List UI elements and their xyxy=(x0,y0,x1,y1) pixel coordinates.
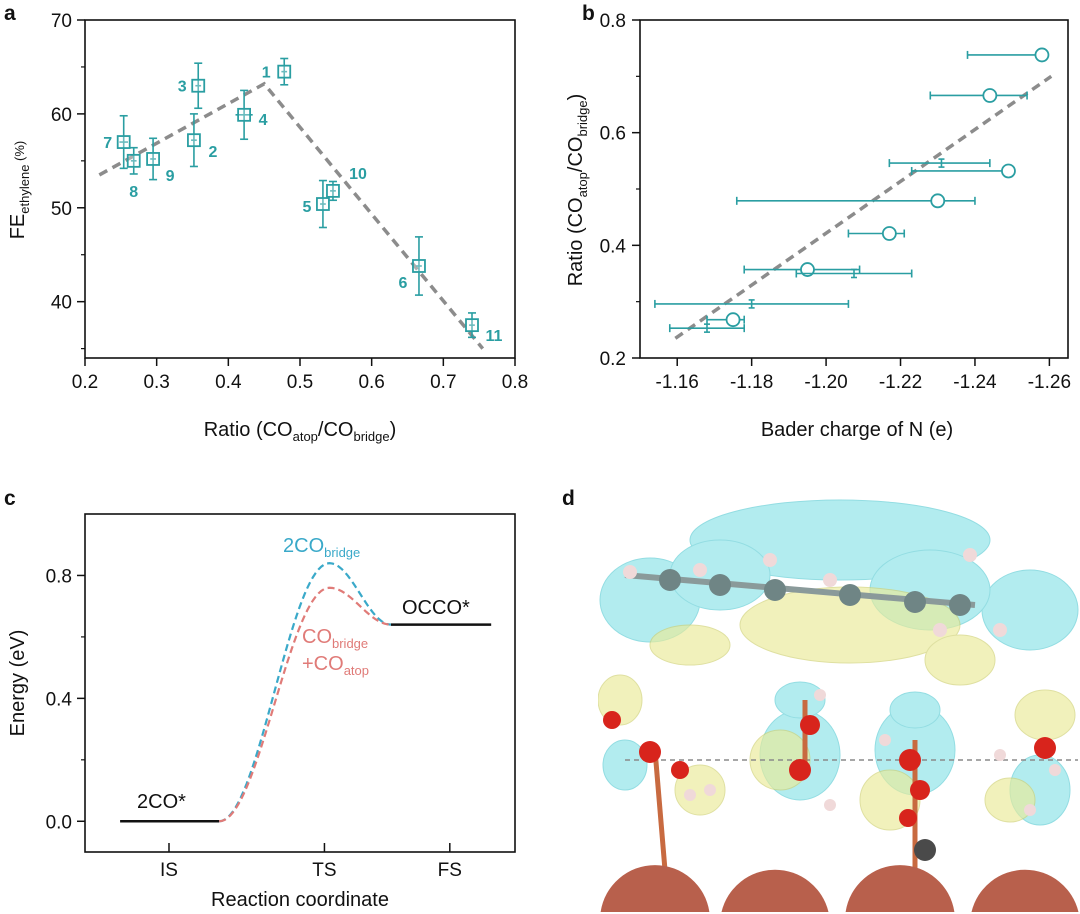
x-tick-label-b: -1.20 xyxy=(804,372,847,393)
data-point xyxy=(277,64,292,79)
data-point xyxy=(412,259,426,273)
chart-b: Bader charge of N (e) Ratio (COatop/CObr… xyxy=(565,11,1071,441)
data-point xyxy=(116,135,131,149)
series-label-mixed-1: CObridge xyxy=(302,626,368,651)
series-label-mixed-2: +COatop xyxy=(302,653,369,678)
y-tick-label-c: 0.8 xyxy=(46,566,72,587)
y-tick-label-b: 0.6 xyxy=(600,124,626,145)
y-tick-label-c: 0.4 xyxy=(46,689,73,710)
y-tick-label-b: 0.4 xyxy=(600,236,627,257)
y-axis-label-a: FEethylene (%) xyxy=(7,141,32,240)
data-point xyxy=(1034,47,1050,63)
molecule-atoms xyxy=(603,548,1078,871)
plot-frame-b xyxy=(639,19,1069,359)
panel-label-c: c xyxy=(4,487,16,510)
path-2co-bridge xyxy=(218,562,392,823)
y-tick-label-c: 0.0 xyxy=(46,812,72,833)
panel-label-b: b xyxy=(582,2,595,25)
x-tick-label-a: 0.2 xyxy=(72,372,98,393)
point-label: 7 xyxy=(103,135,112,152)
plot-frame-c xyxy=(84,513,516,853)
data-point xyxy=(191,78,206,93)
x-tick-label-a: 0.3 xyxy=(143,372,169,393)
x-tick-label-c: FS xyxy=(438,860,462,881)
x-tick-label-b: -1.24 xyxy=(953,372,997,393)
chart-a: Ratio (COatop/CObridge) FEethylene (%) 0… xyxy=(7,11,528,444)
plot-frame-a xyxy=(84,19,516,359)
chart-c: Reaction coordinate Energy (eV) 2CO* OCC… xyxy=(7,513,516,911)
x-tick-label-a: 0.8 xyxy=(502,372,528,393)
point-label: 1 xyxy=(262,65,271,82)
x-tick-label-a: 0.5 xyxy=(287,372,313,393)
point-label: 2 xyxy=(208,144,217,161)
y-tick-label-a: 40 xyxy=(51,293,72,314)
data-point xyxy=(982,88,998,103)
panel-label-d: d xyxy=(562,487,575,510)
x-tick-label-a: 0.6 xyxy=(358,372,384,393)
x-tick-label-a: 0.4 xyxy=(215,372,242,393)
y-tick-label-b: 0.2 xyxy=(600,349,626,370)
point-label: 11 xyxy=(486,328,503,345)
data-point xyxy=(881,226,897,241)
x-axis-label-a: Ratio (COatop/CObridge) xyxy=(204,419,397,444)
trend-line-b xyxy=(674,74,1053,340)
data-point xyxy=(146,152,160,166)
point-label: 10 xyxy=(349,166,367,183)
level-label-is: 2CO* xyxy=(137,791,186,813)
x-tick-label-c: IS xyxy=(160,860,178,881)
x-tick-label-a: 0.7 xyxy=(430,372,456,393)
series-label-bridge: 2CObridge xyxy=(283,535,360,560)
data-point xyxy=(316,197,330,211)
data-point xyxy=(465,318,479,333)
point-label: 4 xyxy=(259,112,268,129)
point-label: 3 xyxy=(178,79,187,96)
level-label-fs: OCCO* xyxy=(402,597,470,619)
point-label: 9 xyxy=(166,168,175,185)
y-tick-label-a: 70 xyxy=(51,11,72,32)
data-point xyxy=(326,183,340,198)
data-point xyxy=(126,153,141,168)
data-point xyxy=(725,312,741,328)
y-tick-label-a: 50 xyxy=(51,199,72,220)
y-tick-label-b: 0.8 xyxy=(600,11,626,32)
point-label: 5 xyxy=(302,199,311,216)
x-tick-label-b: -1.26 xyxy=(1028,372,1071,393)
path-co-bridge-co-atop xyxy=(218,586,391,823)
x-tick-label-c: TS xyxy=(312,860,336,881)
trend-line-a xyxy=(98,81,485,350)
data-point xyxy=(930,193,946,209)
point-label: 8 xyxy=(129,184,138,201)
data-point xyxy=(1001,163,1016,179)
x-tick-label-b: -1.16 xyxy=(656,372,699,393)
point-label: 6 xyxy=(399,275,408,292)
copper-surface-atoms xyxy=(600,865,1079,912)
y-tick-label-a: 60 xyxy=(51,105,72,126)
x-axis-label-c: Reaction coordinate xyxy=(211,889,389,911)
data-point xyxy=(237,107,252,122)
panel-label-a: a xyxy=(4,2,16,25)
x-tick-label-b: -1.22 xyxy=(879,372,922,393)
x-axis-label-b: Bader charge of N (e) xyxy=(761,419,953,441)
y-axis-label-c: Energy (eV) xyxy=(7,630,29,737)
y-axis-label-b: Ratio (COatop/CObridge) xyxy=(565,94,590,287)
x-tick-label-b: -1.18 xyxy=(730,372,773,393)
charge-density-render xyxy=(598,499,1079,912)
data-point xyxy=(187,133,201,148)
